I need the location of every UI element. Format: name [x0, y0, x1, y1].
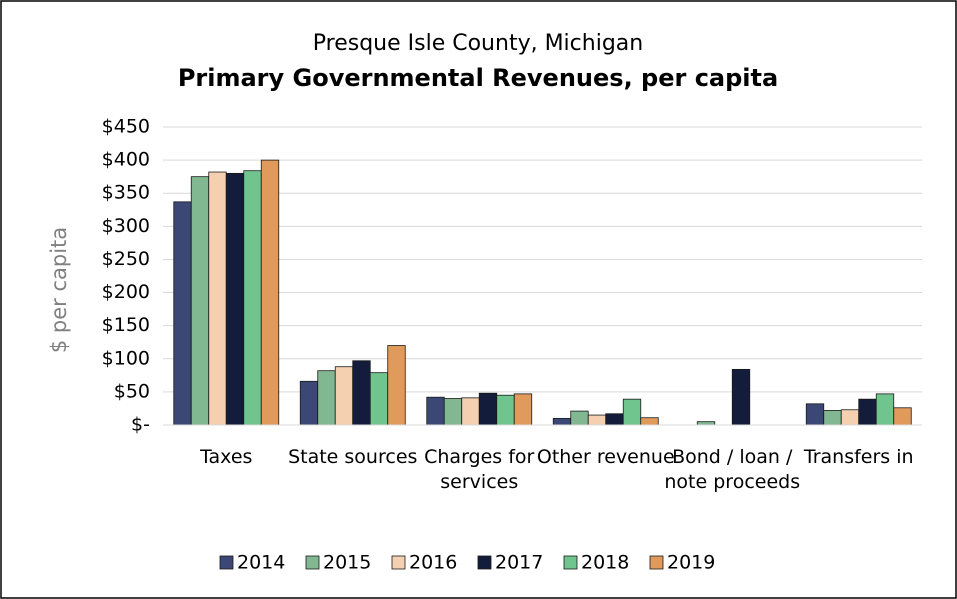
legend-swatch — [305, 555, 320, 570]
bar — [552, 417, 572, 426]
x-tick-label: Taxes — [199, 446, 252, 468]
y-tick-label: $400 — [102, 149, 150, 171]
bar — [840, 409, 860, 426]
bar — [369, 372, 389, 426]
bar — [260, 159, 280, 426]
bar — [622, 398, 642, 426]
bar — [513, 393, 533, 426]
bar — [387, 345, 406, 426]
x-tick-label: Transfers in — [803, 446, 914, 468]
chart-title: Presque Isle County, Michigan — [313, 31, 643, 56]
bar — [858, 398, 877, 426]
bar — [570, 410, 589, 426]
legend-swatch — [219, 555, 234, 570]
y-tick-label: $450 — [102, 116, 150, 138]
y-tick-label: $200 — [102, 281, 150, 303]
legend-label: 2014 — [237, 552, 285, 574]
bar — [173, 201, 192, 426]
x-tick-label: Other revenue — [537, 446, 675, 468]
bar — [805, 403, 825, 426]
bar — [190, 176, 210, 426]
bar — [225, 172, 245, 426]
y-tick-label: $250 — [102, 248, 150, 270]
bar — [731, 368, 751, 426]
bar — [605, 413, 624, 426]
legend-swatch — [563, 555, 578, 570]
y-tick-label: $300 — [102, 215, 150, 237]
bar — [823, 410, 842, 426]
x-tick-label: State sources — [288, 446, 417, 468]
y-tick-label: $150 — [102, 314, 150, 336]
bar — [299, 380, 319, 426]
bar — [640, 417, 659, 426]
bar — [875, 393, 895, 426]
legend-label: 2018 — [581, 552, 629, 574]
legend-swatch — [477, 555, 492, 570]
legend-label: 2019 — [667, 552, 715, 574]
y-tick-label: $- — [131, 414, 150, 436]
y-tick-label: $350 — [102, 182, 150, 204]
bar — [243, 170, 262, 426]
y-axis-label: $ per capita — [47, 227, 71, 353]
bar — [478, 392, 498, 426]
legend-label: 2015 — [323, 552, 371, 574]
y-tick-label: $100 — [102, 347, 150, 369]
y-tick-label: $50 — [114, 380, 150, 402]
bar — [208, 171, 227, 426]
legend-label: 2017 — [495, 552, 543, 574]
bar — [893, 407, 912, 426]
legend-swatch — [649, 555, 664, 570]
bar — [443, 398, 463, 426]
bar — [426, 396, 445, 426]
bar — [352, 360, 371, 426]
x-tick-label: Charges for services — [424, 446, 534, 493]
bar — [334, 366, 354, 426]
bar — [317, 370, 336, 426]
bar — [587, 414, 607, 426]
legend-swatch — [391, 555, 406, 570]
x-tick-label: Bond / loan / note proceeds — [664, 446, 800, 493]
chart-subtitle: Primary Governmental Revenues, per capit… — [178, 64, 778, 92]
bar — [496, 394, 515, 426]
legend-label: 2016 — [409, 552, 457, 574]
bar — [461, 397, 480, 426]
